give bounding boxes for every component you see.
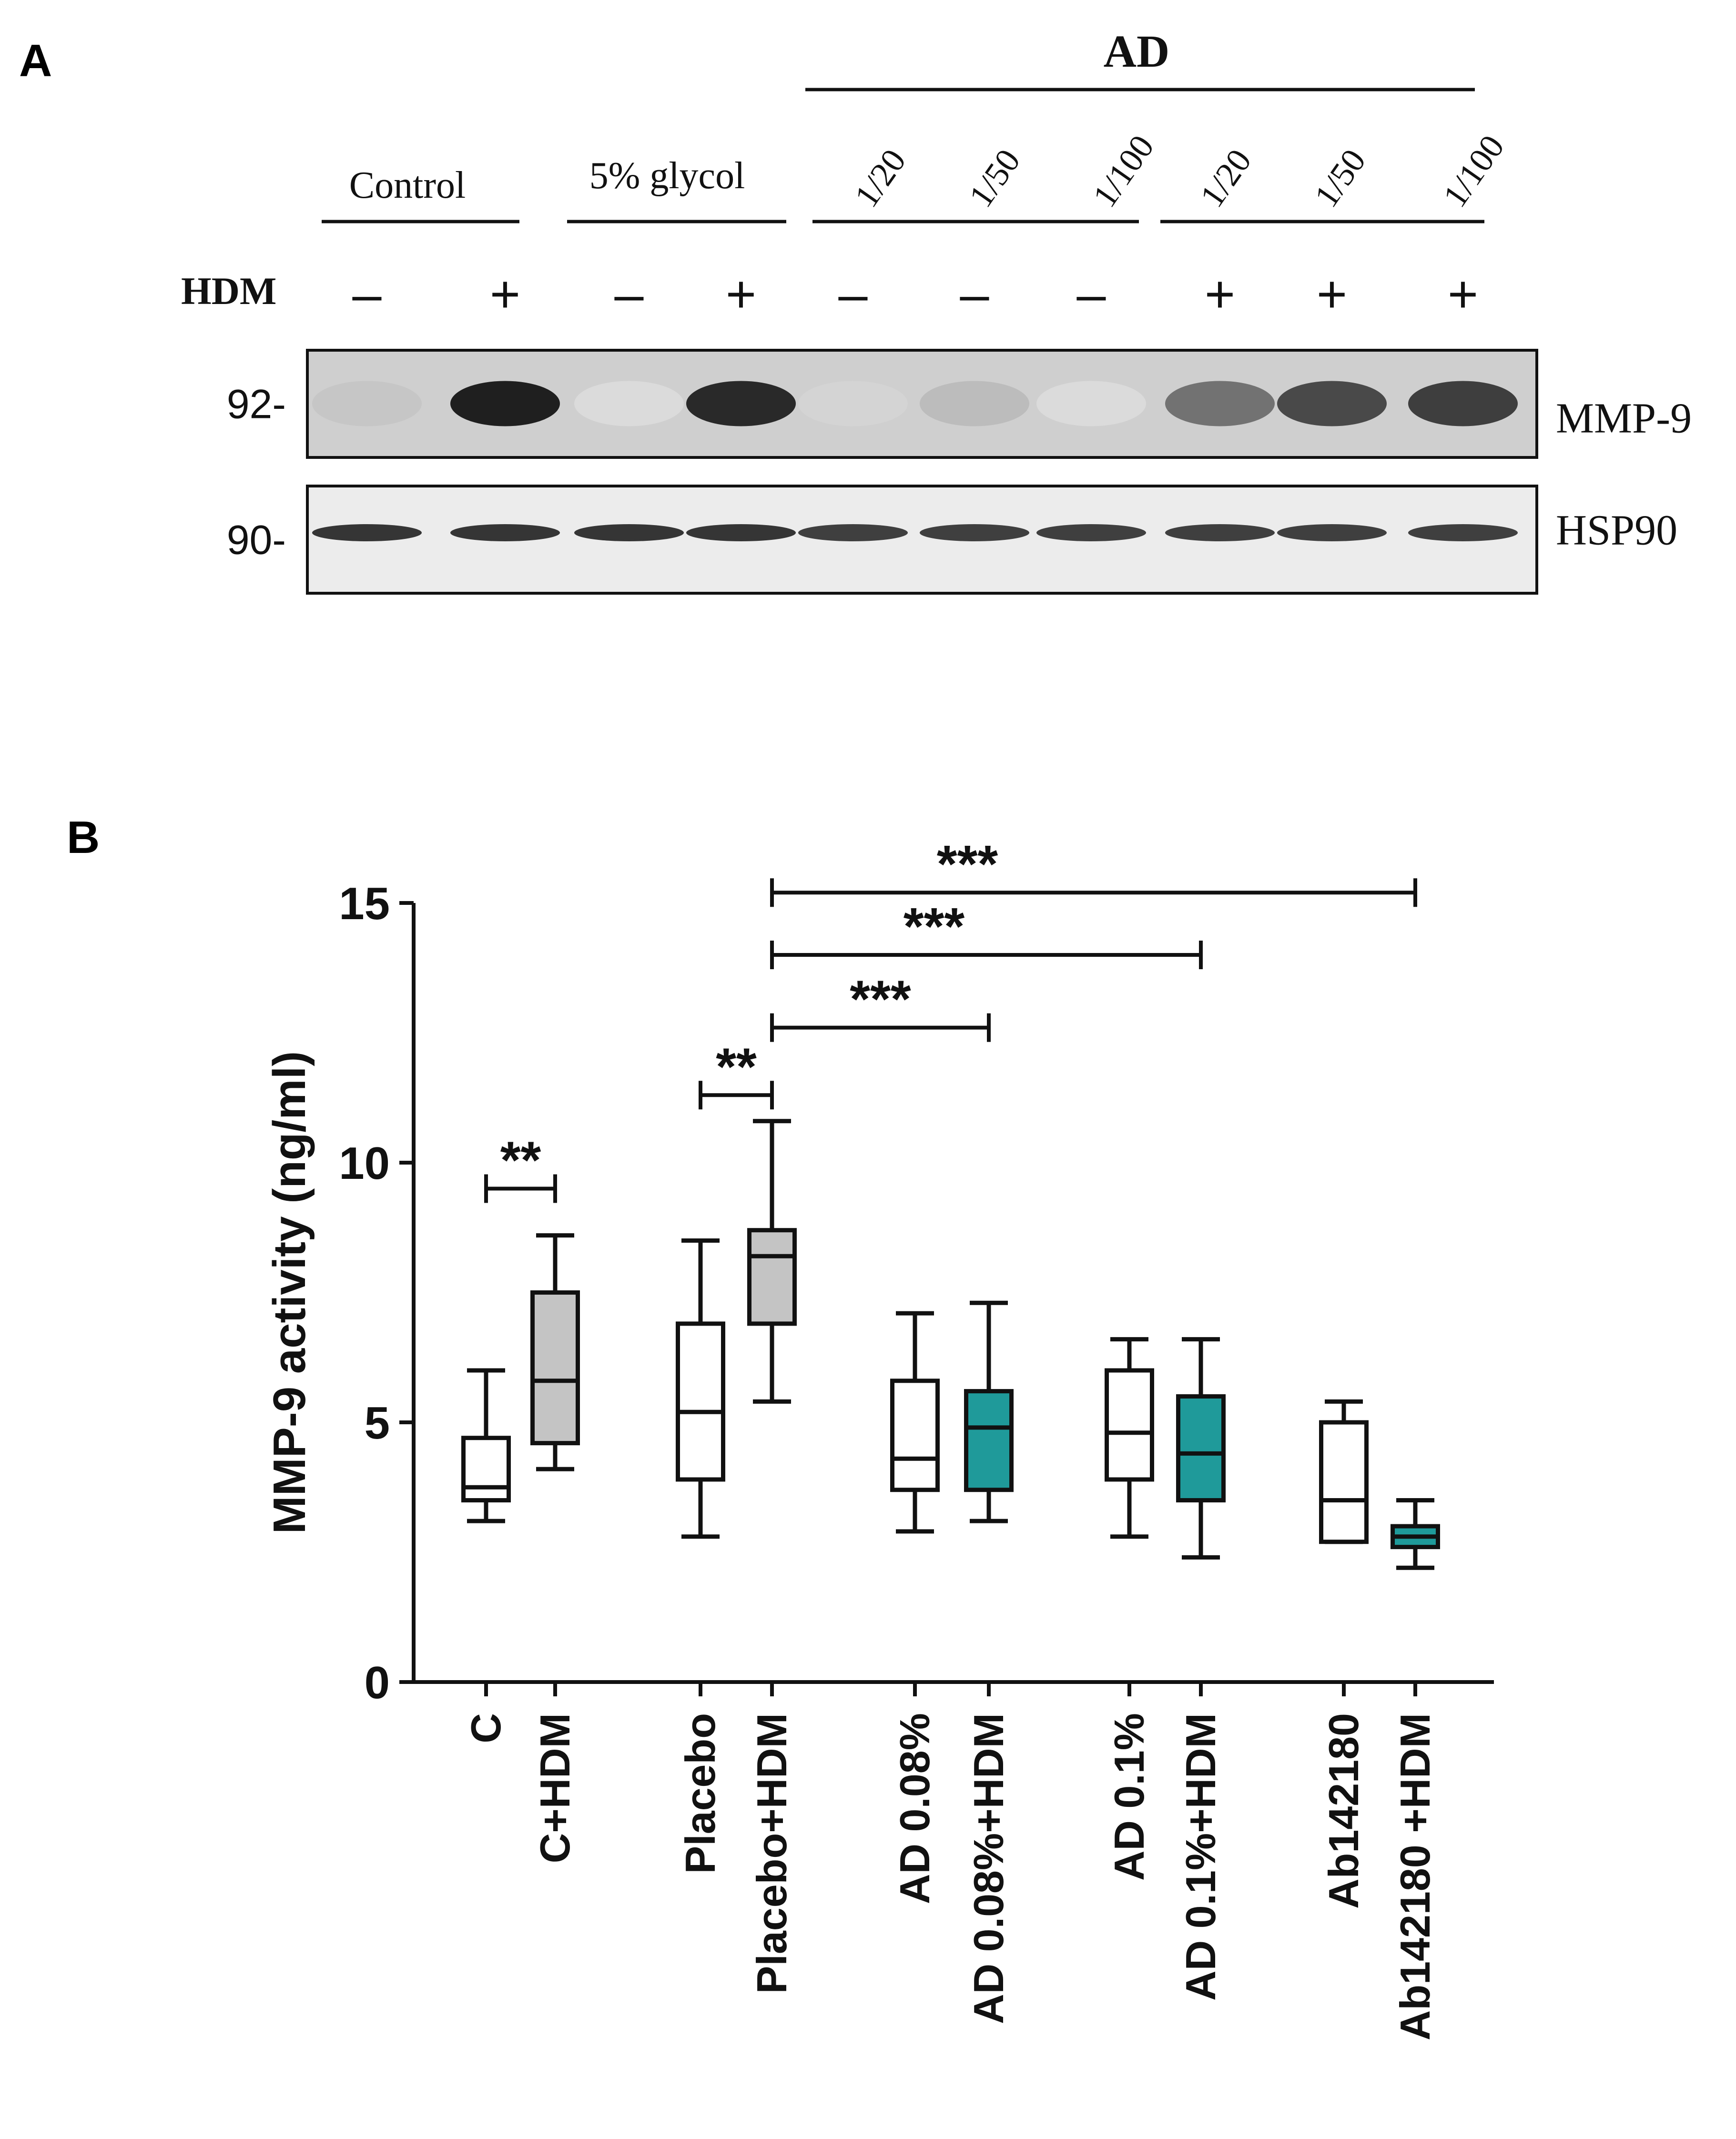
group-label-control: Control <box>349 164 466 206</box>
hdm-sign: – <box>838 265 868 324</box>
blot-band <box>450 381 560 426</box>
blot-band <box>312 381 422 426</box>
dilution-label: 1/100 <box>1086 128 1162 214</box>
hdm-signs: – + – + – – – + + + <box>352 265 1478 324</box>
significance-label: ** <box>716 1037 757 1096</box>
significance-label: ** <box>500 1131 541 1190</box>
x-category-label: AD 0.08%+HDM <box>965 1713 1012 2024</box>
x-category-label: Placebo+HDM <box>748 1713 795 1994</box>
y-tick-label: 15 <box>339 878 390 929</box>
blot-band <box>1277 524 1387 541</box>
blot-band <box>574 381 684 426</box>
blot-band <box>920 524 1029 541</box>
hdm-sign: – <box>352 265 382 324</box>
hdm-sign: + <box>1448 265 1478 324</box>
blot-marker: 90- <box>227 517 286 563</box>
blot-band <box>312 524 422 541</box>
dilution-label: 1/20 <box>1193 142 1259 214</box>
blot-band <box>1036 381 1146 426</box>
dilution-label: 1/50 <box>962 142 1028 214</box>
panel-b: B 0 5 10 15 MMP-9 activity (ng/ml) C C+HDM Plac… <box>67 812 1494 2040</box>
blot-protein-label: MMP-9 <box>1556 395 1692 442</box>
box-iqr <box>964 1389 1014 1492</box>
box-iqr <box>530 1290 580 1446</box>
blot-band <box>686 524 796 541</box>
dilution-label: 1/50 <box>1307 142 1373 214</box>
dilution-label: 1/20 <box>847 142 914 214</box>
significance-label: *** <box>904 897 965 956</box>
blot-marker: 92- <box>227 382 286 427</box>
panel-a: A AD Control 5% glycol 1/20 1/50 1/100 1/20… <box>19 26 1692 595</box>
box-iqr <box>1319 1420 1369 1544</box>
dilution-label: 1/100 <box>1436 128 1512 214</box>
box-iqr <box>1176 1394 1226 1502</box>
x-category-label: Placebo <box>677 1713 724 1874</box>
x-category-label: Ab142180 +HDM <box>1391 1713 1439 2040</box>
ad-group-label: AD <box>1104 26 1170 77</box>
x-category-label: AD 0.1%+HDM <box>1177 1713 1224 2001</box>
blot-band <box>1277 381 1387 426</box>
blot-band <box>574 524 684 541</box>
blot-band <box>1165 524 1275 541</box>
blot-band <box>798 381 908 426</box>
y-tick-label: 0 <box>365 1657 390 1708</box>
x-category-label: AD 0.08% <box>891 1713 938 1904</box>
blot-band <box>686 381 796 426</box>
blot-band <box>1408 524 1518 541</box>
hdm-label: HDM <box>181 269 276 313</box>
box-iqr <box>747 1228 797 1326</box>
blot-band <box>798 524 908 541</box>
blot-band <box>920 381 1029 426</box>
box-iqr <box>1105 1368 1154 1482</box>
western-blots: 92- MMP-9 90- HSP90 <box>227 349 1692 595</box>
x-category-label: Ab142180 <box>1320 1713 1367 1909</box>
significance-label: *** <box>937 835 998 893</box>
hdm-sign: + <box>726 265 756 324</box>
blot-band <box>1036 524 1146 541</box>
box-iqr <box>461 1436 511 1502</box>
blot-protein-label: HSP90 <box>1556 507 1677 554</box>
box-iqr <box>676 1321 725 1482</box>
panel-b-letter: B <box>67 812 100 863</box>
y-axis-title: MMP-9 activity (ng/ml) <box>264 1051 315 1534</box>
x-category-label: C <box>462 1713 509 1744</box>
hdm-sign: + <box>490 265 520 324</box>
y-tick-label: 5 <box>365 1398 390 1449</box>
box-iqr <box>890 1379 940 1492</box>
dilution-labels: 1/20 1/50 1/100 1/20 1/50 1/100 <box>847 128 1512 214</box>
hdm-sign: + <box>1317 265 1347 324</box>
x-category-label: AD 0.1% <box>1106 1713 1153 1881</box>
group-label-glycol: 5% glycol <box>589 155 745 197</box>
blot-band <box>1408 381 1518 426</box>
box-plot: 0 5 10 15 MMP-9 activity (ng/ml) C C+HDM Placeb… <box>264 835 1494 2040</box>
hdm-sign: – <box>960 265 989 324</box>
hdm-sign: + <box>1205 265 1235 324</box>
y-tick-label: 10 <box>339 1138 390 1189</box>
hdm-sign: – <box>1076 265 1106 324</box>
blot-band <box>1165 381 1275 426</box>
blot-band <box>450 524 560 541</box>
significance-label: *** <box>850 970 911 1029</box>
hdm-sign: – <box>614 265 644 324</box>
panel-a-letter: A <box>19 35 52 86</box>
x-category-label: C+HDM <box>531 1713 579 1863</box>
